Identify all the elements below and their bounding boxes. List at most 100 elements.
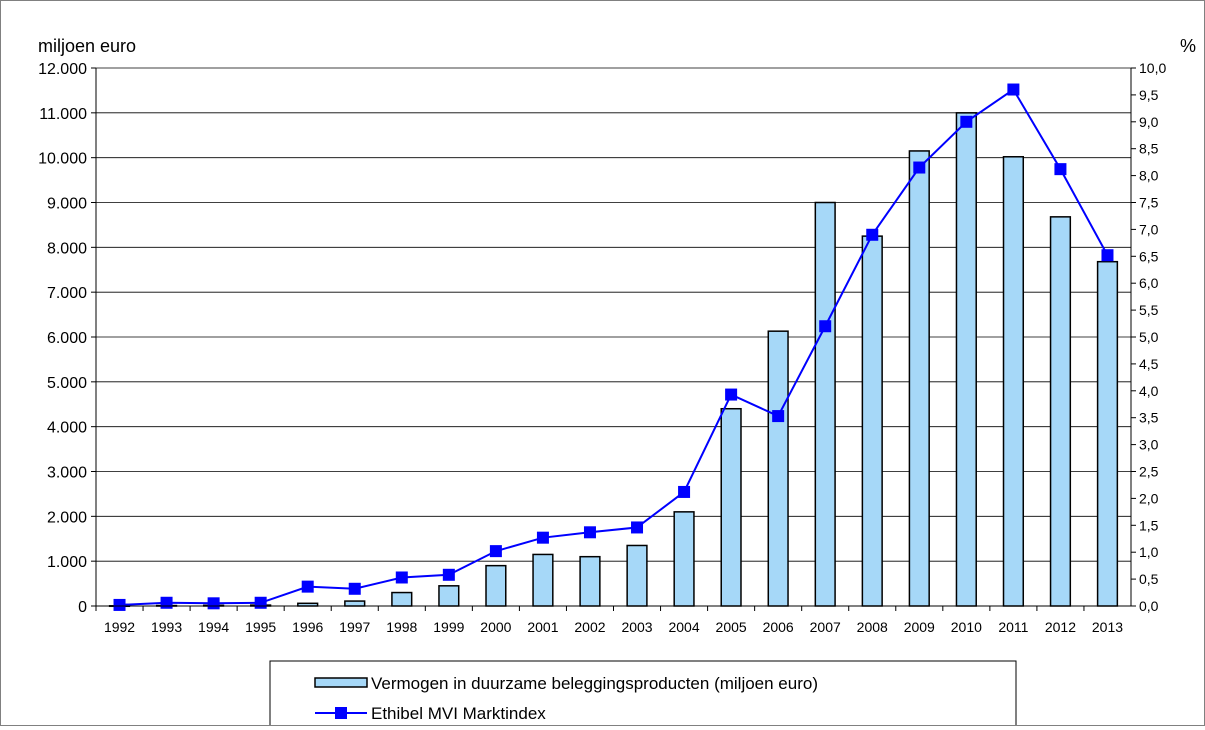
- right-tick-label: 5,0: [1139, 329, 1159, 345]
- bar: [955, 112, 977, 607]
- bar: [1002, 156, 1025, 607]
- legend-bar-label: Vermogen in duurzame beleggingsproducten…: [371, 674, 818, 693]
- left-tick-label: 6.000: [47, 330, 87, 347]
- x-tick-label: 1993: [151, 619, 182, 635]
- bar: [532, 553, 554, 607]
- x-tick-label: 2008: [857, 619, 888, 635]
- left-tick-label: 2.000: [47, 509, 87, 526]
- x-tick-label: 2006: [763, 619, 794, 635]
- bar: [344, 600, 366, 607]
- legend: Vermogen in duurzame beleggingsproducten…: [269, 660, 1017, 730]
- index-marker: [819, 320, 832, 333]
- right-tick-label: 3,0: [1139, 437, 1159, 453]
- right-tick-label: 9,5: [1139, 87, 1159, 103]
- index-marker: [583, 526, 596, 539]
- left-tick-label: 10.000: [38, 151, 87, 168]
- bar: [720, 407, 742, 607]
- right-tick-label: 3,5: [1139, 410, 1159, 426]
- axes: 0 1.000 2.000 3.000 4.000 5.000 6.000 7.000 8.00…: [38, 60, 1166, 635]
- index-marker: [442, 568, 455, 581]
- legend-line-marker: [335, 707, 347, 719]
- x-tick-label: 1995: [245, 619, 276, 635]
- index-marker: [678, 485, 691, 498]
- left-tick-label: 9.000: [47, 196, 87, 213]
- index-marker: [1054, 163, 1067, 176]
- x-tick-label: 1998: [386, 619, 417, 635]
- index-marker: [960, 115, 973, 128]
- right-tick-label: 8,5: [1139, 141, 1159, 157]
- x-tick-label: 2002: [574, 619, 605, 635]
- right-tick-label: 1,0: [1139, 544, 1159, 560]
- left-tick-label: 3.000: [47, 465, 87, 482]
- left-tick-label: 7.000: [47, 285, 87, 302]
- right-tick-label: 1,5: [1139, 517, 1159, 533]
- x-tick-label: 2000: [480, 619, 511, 635]
- index-marker: [913, 161, 926, 174]
- bar: [1049, 216, 1072, 607]
- index-marker: [1007, 83, 1020, 96]
- bar: [1096, 260, 1119, 607]
- bar: [814, 201, 836, 607]
- index-marker: [536, 531, 549, 544]
- right-tick-label: 6,0: [1139, 275, 1159, 291]
- x-tick-label: 2009: [904, 619, 935, 635]
- index-marker: [866, 228, 879, 241]
- index-marker: [113, 598, 126, 611]
- left-tick-label: 5.000: [47, 375, 87, 392]
- bar: [767, 330, 789, 607]
- x-tick-label: 2007: [810, 619, 841, 635]
- index-marker: [395, 571, 408, 584]
- right-tick-label: 2,5: [1139, 464, 1159, 480]
- right-tick-label: 0,0: [1139, 598, 1159, 614]
- index-marker: [1101, 249, 1114, 262]
- right-tick-label: 0,5: [1139, 571, 1159, 587]
- x-tick-label: 2005: [716, 619, 747, 635]
- index-line: [119, 88, 1109, 606]
- index-marker: [301, 580, 314, 593]
- right-tick-label: 4,5: [1139, 356, 1159, 372]
- legend-box: [269, 660, 1017, 730]
- bar: [861, 235, 883, 607]
- x-tick-label: 2001: [527, 619, 558, 635]
- right-tick-label: 5,5: [1139, 302, 1159, 318]
- bar: [673, 511, 695, 607]
- x-tick-label: 1999: [433, 619, 464, 635]
- bar: [391, 591, 413, 607]
- bar-series: [108, 112, 1119, 608]
- x-tick-label: 1992: [104, 619, 135, 635]
- right-axis-title: %: [1180, 36, 1196, 56]
- x-tick-label: 2003: [621, 619, 652, 635]
- left-tick-label: 11.000: [39, 106, 87, 123]
- x-tick-label: 2012: [1045, 619, 1076, 635]
- x-tick-label: 2013: [1092, 619, 1123, 635]
- index-marker: [631, 521, 644, 534]
- legend-line-label: Ethibel MVI Marktindex: [371, 704, 546, 723]
- right-tick-label: 7,5: [1139, 195, 1159, 211]
- legend-bar-swatch: [314, 677, 368, 688]
- index-marker: [254, 596, 267, 609]
- right-tick-label: 7,0: [1139, 221, 1159, 237]
- index-marker: [207, 597, 220, 610]
- x-tick-label: 1997: [339, 619, 370, 635]
- left-tick-label: 0: [78, 599, 87, 616]
- left-tick-label: 4.000: [47, 420, 87, 437]
- x-tick-label: 1994: [198, 619, 229, 635]
- right-tick-label: 9,0: [1139, 114, 1159, 130]
- x-tick-label: 2011: [998, 619, 1028, 635]
- right-tick-label: 4,0: [1139, 383, 1159, 399]
- bar: [908, 150, 930, 607]
- index-marker: [489, 545, 502, 558]
- bar: [438, 585, 460, 607]
- left-tick-label: 12.000: [38, 61, 87, 78]
- right-tick-label: 8,0: [1139, 168, 1159, 184]
- index-marker: [160, 596, 173, 609]
- index-marker: [725, 388, 738, 401]
- bar: [485, 564, 507, 607]
- left-tick-label: 1.000: [47, 554, 87, 571]
- right-tick-label: 6,5: [1139, 248, 1159, 264]
- x-tick-label: 2010: [951, 619, 982, 635]
- bar: [579, 555, 601, 607]
- bar: [626, 544, 648, 607]
